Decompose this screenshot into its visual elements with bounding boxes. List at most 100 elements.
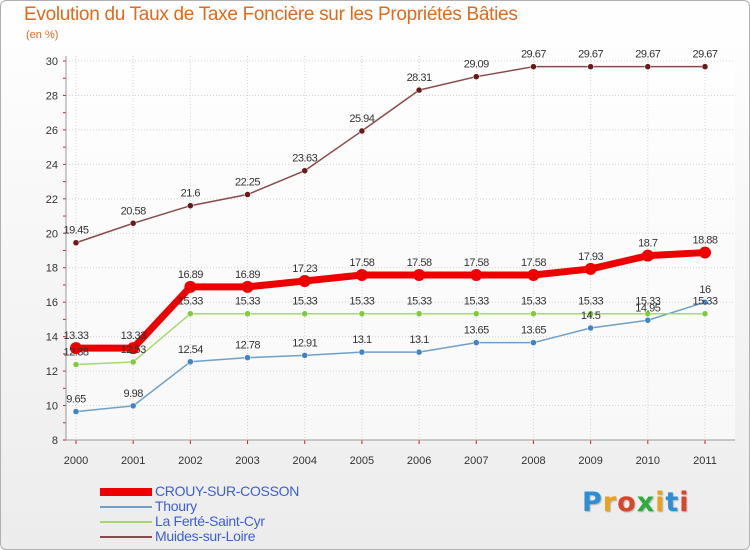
data-point: [244, 191, 251, 198]
data-point: [527, 268, 540, 281]
data-label: 18.7: [638, 238, 658, 250]
data-point: [244, 310, 251, 317]
data-point: [127, 342, 140, 355]
data-label: 14.5: [581, 310, 601, 322]
data-label: 15.33: [635, 296, 660, 308]
legend-label: Thoury: [155, 498, 197, 514]
y-tick-label: 20: [46, 228, 58, 240]
data-point: [473, 310, 480, 317]
data-label: 13.1: [409, 334, 429, 346]
data-label: 17.58: [464, 257, 489, 269]
x-tick-label: 2007: [464, 455, 488, 467]
data-point: [701, 310, 709, 317]
legend-label: La Ferté-Saint-Cyr: [155, 513, 265, 529]
legend-swatch: [100, 488, 152, 496]
data-label: 15.33: [464, 296, 489, 308]
chart-title: Evolution du Taux de Taxe Foncière sur l…: [24, 4, 518, 25]
data-point: [470, 268, 483, 281]
data-point: [530, 310, 537, 317]
plot-area: [66, 56, 735, 440]
data-label: 12.78: [235, 340, 260, 352]
data-label: 13.65: [464, 325, 489, 337]
data-label: 9.65: [66, 394, 86, 406]
data-point: [701, 298, 709, 306]
x-tick-label: 2003: [235, 455, 259, 467]
x-tick-label: 2006: [407, 455, 431, 467]
data-point: [301, 310, 308, 317]
data-point: [413, 268, 426, 281]
data-label: 18.88: [692, 235, 717, 247]
data-point: [587, 324, 594, 332]
series-line-thoury: [75, 301, 706, 413]
data-label: 12.53: [121, 344, 146, 356]
data-point: [587, 63, 594, 70]
data-label: 15.33: [578, 296, 603, 308]
data-label: 16.89: [178, 269, 203, 281]
data-point: [701, 63, 709, 70]
data-label: 15.33: [178, 296, 203, 308]
data-label: 21.6: [181, 188, 201, 200]
data-label: 16: [699, 284, 711, 296]
data-point: [415, 348, 423, 356]
data-point: [355, 268, 368, 281]
data-point: [699, 246, 711, 259]
data-label: 29.67: [692, 49, 717, 61]
x-tick-label: 2009: [578, 455, 602, 467]
data-point: [129, 358, 137, 366]
y-tick-label: 26: [46, 125, 58, 137]
data-point: [129, 402, 137, 410]
data-label: 15.33: [292, 296, 317, 308]
legend-swatch: [100, 521, 152, 523]
x-tick-label: 2002: [178, 455, 202, 467]
data-point: [644, 63, 652, 70]
y-tick-label: 28: [46, 90, 58, 102]
data-point: [187, 202, 194, 209]
data-point: [187, 310, 194, 317]
data-point: [530, 339, 537, 346]
data-label: 12.91: [292, 337, 317, 349]
data-label: 22.25: [235, 177, 260, 189]
data-point: [358, 127, 366, 135]
data-label: 15.33: [349, 296, 374, 308]
data-label: 15.33: [235, 296, 260, 308]
data-label: 17.58: [521, 257, 546, 269]
x-tick-label: 2010: [636, 455, 660, 467]
x-tick-label: 2004: [292, 455, 316, 467]
data-label: 13.33: [121, 330, 146, 342]
data-label: 28.31: [407, 72, 432, 84]
data-label: 29.09: [464, 59, 489, 71]
legend-label: CROUY-SUR-COSSON: [155, 483, 300, 499]
y-tick-label: 22: [46, 194, 58, 206]
data-point: [644, 310, 652, 317]
y-tick-label: 12: [46, 366, 58, 378]
data-label: 16.89: [235, 269, 260, 281]
data-point: [187, 358, 194, 366]
y-tick-label: 18: [46, 263, 58, 275]
data-label: 19.45: [63, 225, 88, 237]
data-label: 29.67: [521, 49, 546, 61]
data-label: 17.58: [407, 257, 432, 269]
legend-swatch: [100, 536, 152, 538]
x-tick-label: 2008: [521, 455, 545, 467]
data-point: [641, 249, 654, 262]
data-label: 13.1: [352, 334, 372, 346]
data-label: 12.54: [178, 344, 203, 356]
y-tick-label: 16: [46, 297, 58, 309]
x-tick-label: 2000: [64, 455, 88, 467]
data-label: 13.65: [521, 325, 546, 337]
data-point: [415, 86, 423, 94]
data-label: 15.33: [521, 296, 546, 308]
data-point: [244, 354, 251, 361]
y-tick-label: 14: [46, 332, 58, 344]
data-label: 23.63: [292, 153, 317, 165]
data-point: [530, 63, 537, 70]
data-point: [301, 167, 308, 174]
data-label: 17.23: [292, 263, 317, 275]
data-point: [358, 310, 366, 317]
data-point: [72, 239, 80, 246]
data-point: [72, 361, 80, 368]
data-label: 14.95: [635, 302, 660, 314]
data-point: [584, 262, 597, 275]
data-label: 29.67: [635, 49, 660, 61]
